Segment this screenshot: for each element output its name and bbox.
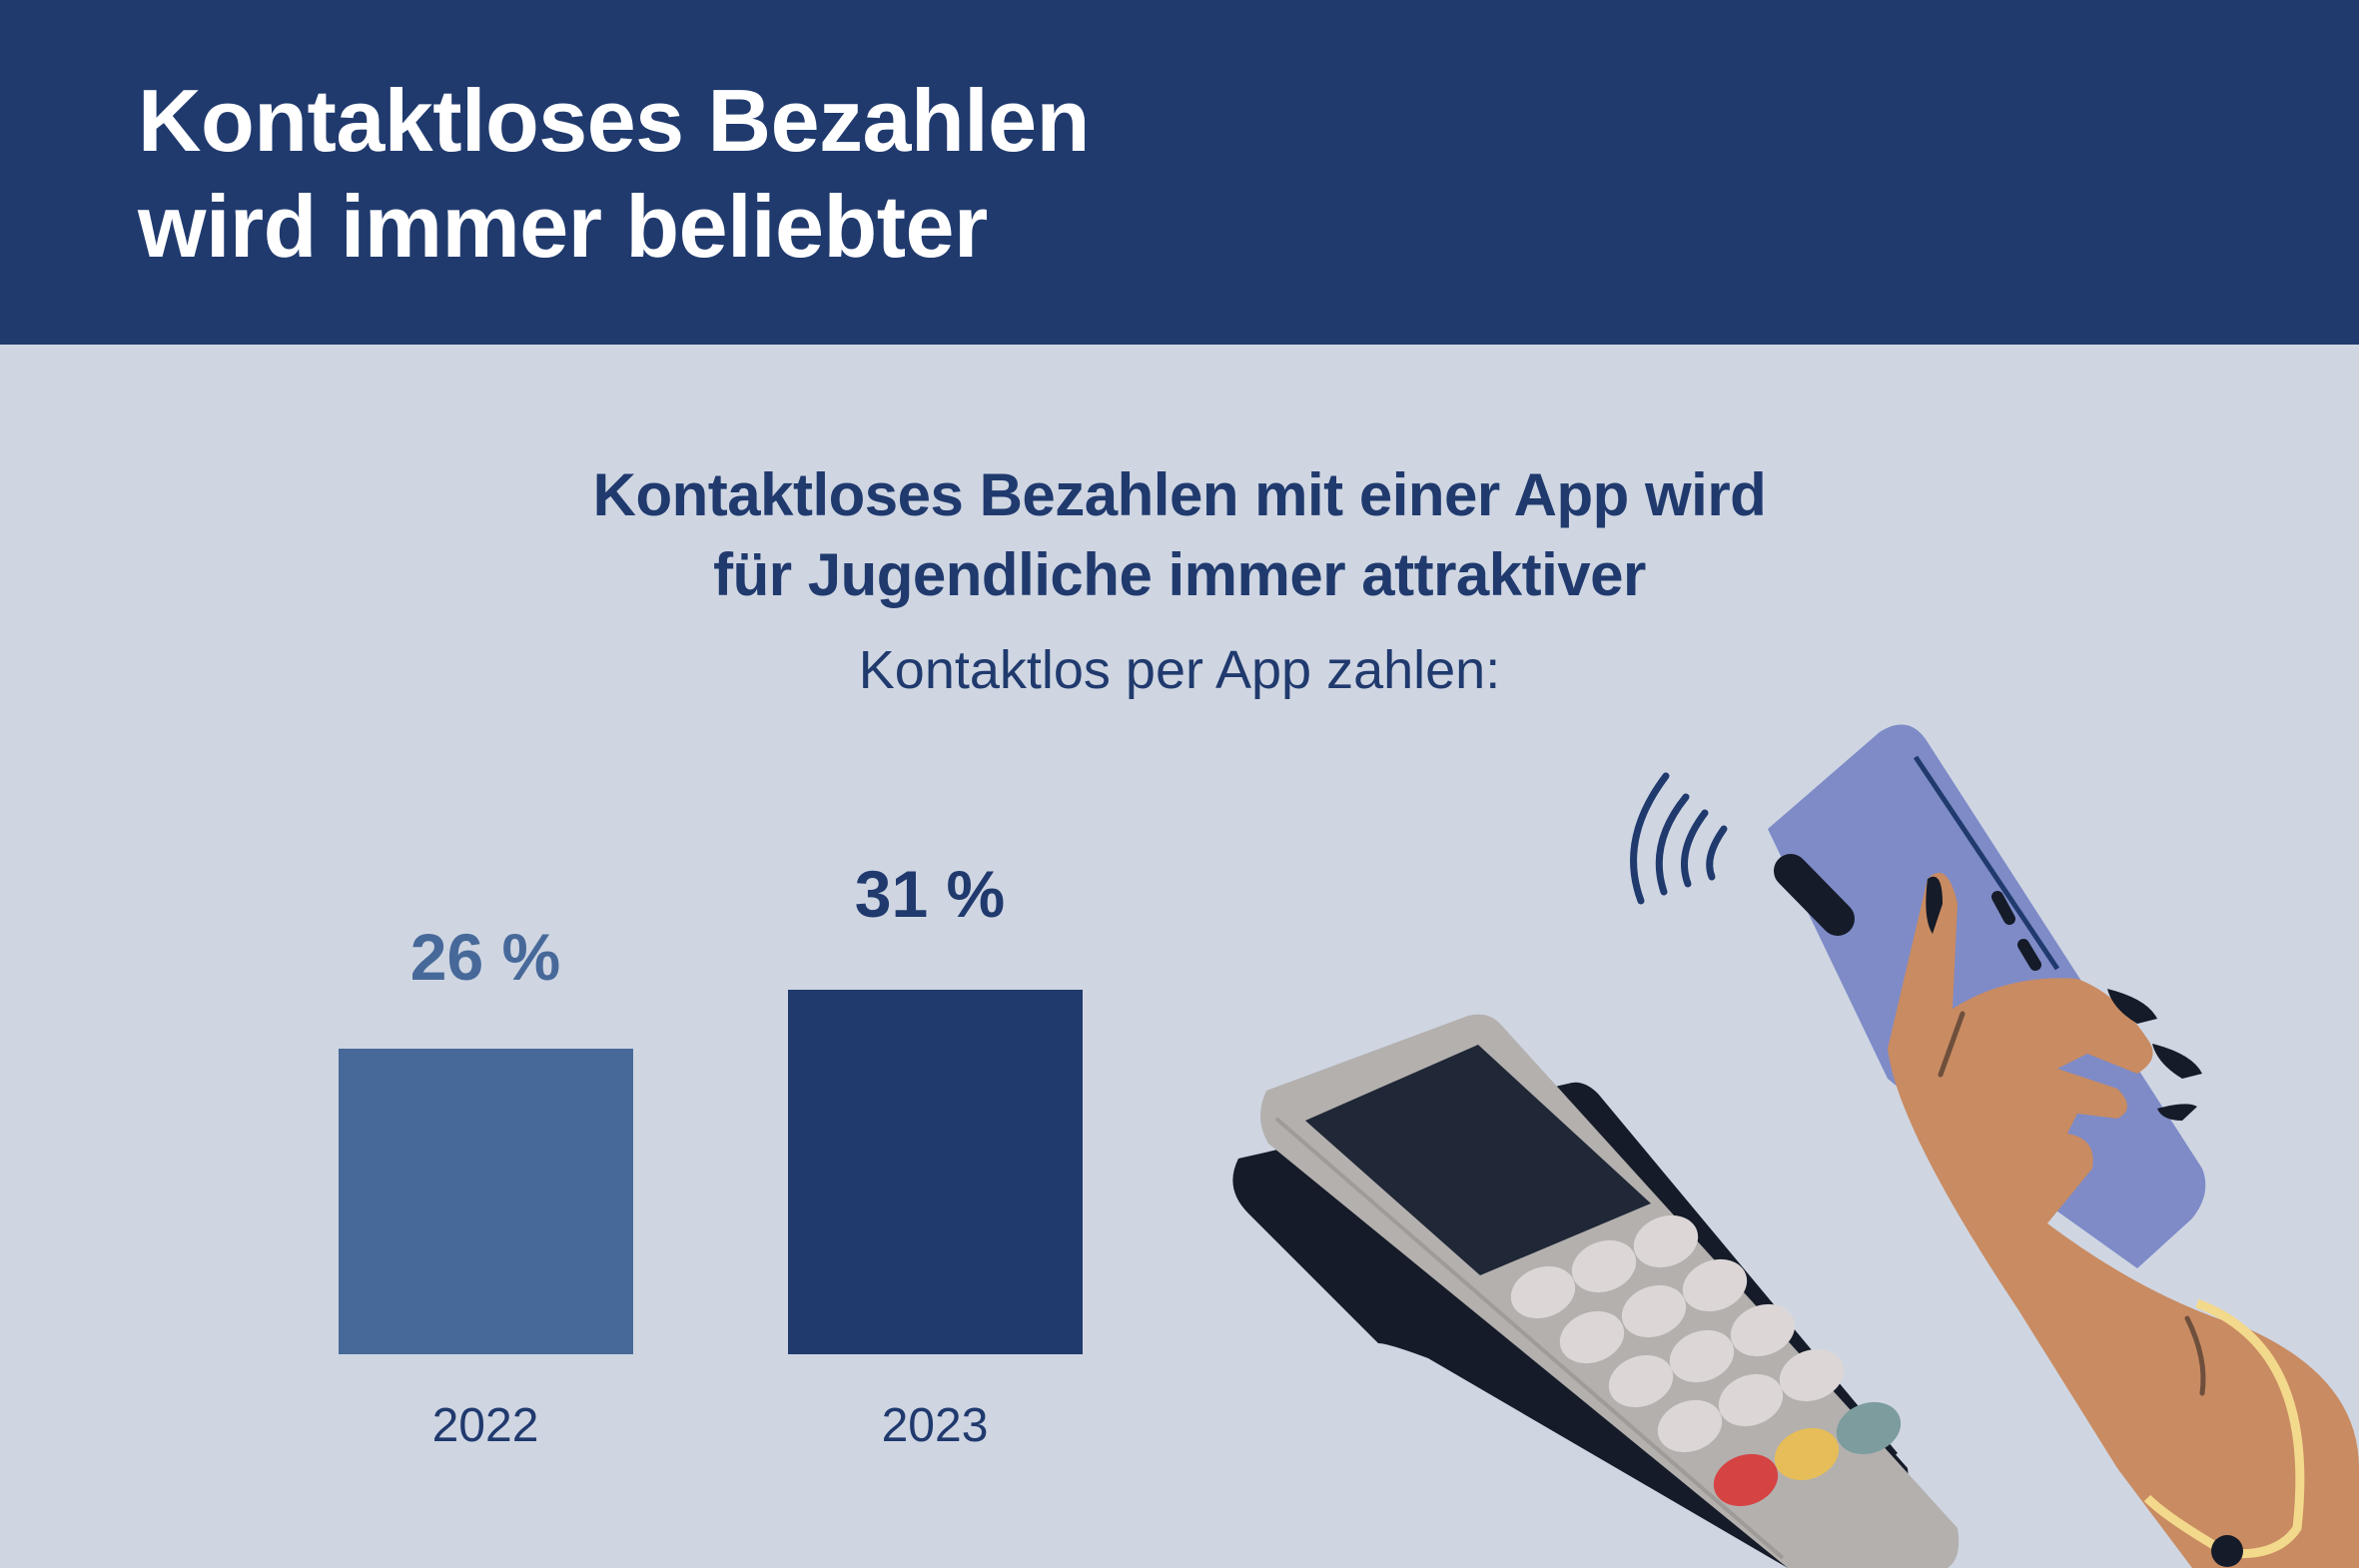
header-banner: Kontaktloses Bezahlen wird immer beliebt… [0, 0, 2359, 345]
page-title: Kontaktloses Bezahlen wird immer beliebt… [138, 68, 1090, 280]
green-key [1836, 1401, 1902, 1455]
bar-value-label-2023: 31 % [854, 857, 1006, 931]
payment-terminal [1232, 1014, 1960, 1568]
bar-category-2022: 2022 [431, 1399, 539, 1452]
title-line-1: Kontaktloses Bezahlen [138, 71, 1090, 170]
bar-2022 [339, 1049, 633, 1354]
red-key [1713, 1453, 1779, 1507]
bar-category-2023: 2023 [881, 1399, 989, 1452]
title-line-2: wird immer beliebter [138, 177, 988, 276]
contactless-wave-icon [1630, 772, 1728, 905]
chart-title-line-1: Kontaktloses Bezahlen mit einer App wird [592, 461, 1767, 528]
chart-caption: Kontaktlos per App zahlen: [858, 640, 1501, 700]
yellow-key [1774, 1427, 1840, 1481]
hand [1888, 872, 2359, 1568]
bar-value-label-2022: 26 % [409, 920, 561, 994]
chart-title-line-2: für Jugendliche immer attraktiver [713, 541, 1646, 608]
chart-title: Kontaktloses Bezahlen mit einer App wird… [0, 455, 2359, 615]
bar-2023 [788, 990, 1083, 1354]
